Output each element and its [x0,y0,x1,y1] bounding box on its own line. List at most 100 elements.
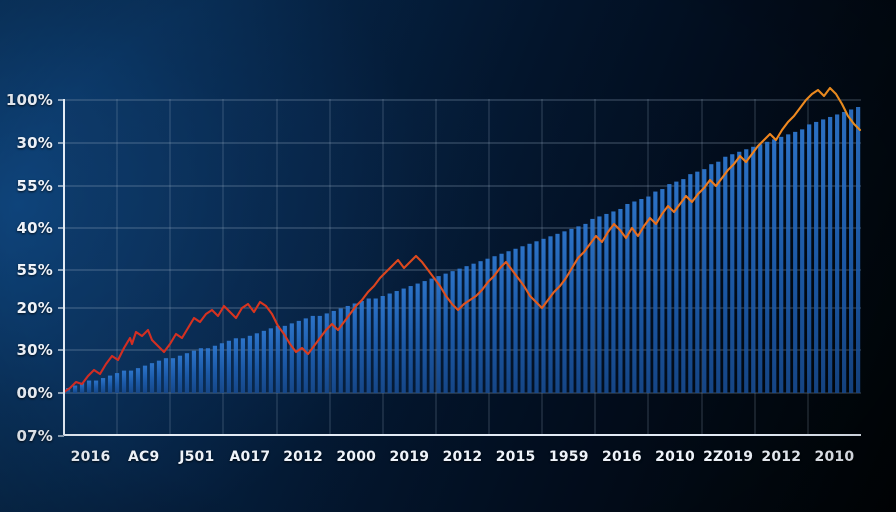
bar [429,278,434,393]
bar [646,196,651,393]
bar [415,283,420,393]
x-axis-tick-label: 2010 [814,449,855,465]
bar [352,303,357,393]
bar [499,253,504,393]
bar [219,343,225,393]
bar [72,385,78,393]
bar [821,119,826,394]
bar [170,358,176,393]
bar [520,246,525,393]
bar [212,345,218,393]
bar [142,365,148,393]
bar [527,243,532,393]
bar [338,308,343,393]
bar [590,218,595,393]
gridlines [64,99,861,435]
bar [576,226,581,393]
bar [408,286,413,393]
bar [681,179,686,393]
bar [275,325,280,393]
bar [723,156,728,393]
bar [737,151,742,393]
bar [534,241,539,393]
bar [814,121,819,394]
bar [688,174,693,393]
bar [842,111,847,393]
bar [422,281,427,393]
bar [156,360,162,393]
bar [506,251,511,393]
bar [296,320,301,393]
axis-lines [63,99,861,436]
bar [401,288,406,393]
y-axis-tick-label: 00% [16,384,53,402]
bar [310,315,315,393]
bar [128,370,134,393]
bar [765,141,770,393]
bar [856,107,861,393]
bar [604,213,609,393]
bar [233,338,238,393]
bar [800,129,805,393]
bar [464,266,469,393]
bar [730,154,735,393]
bar [786,134,791,394]
bar [86,380,92,393]
bar [807,124,812,393]
bar [303,318,308,393]
bar [394,291,399,393]
bar [751,146,756,393]
bar [268,328,273,393]
bar [562,231,567,393]
bar [107,375,113,393]
bar [541,238,546,393]
bar [618,208,623,393]
bar [135,368,141,393]
bar [191,350,197,393]
bar [450,271,455,393]
bar [597,216,602,393]
bar [324,313,329,393]
bar [702,169,707,393]
bar [226,340,231,393]
bar [387,293,392,393]
y-axis-tick-label: 30% [16,341,53,359]
bar [758,144,763,393]
bar [674,181,679,393]
bar [569,228,574,393]
bar [835,114,840,394]
bar [793,131,798,393]
y-axis-tick-label: 07% [16,427,53,445]
bar [436,276,441,393]
bar [513,248,518,393]
bar [478,261,483,393]
y-axis-tick-label: 55% [16,177,53,195]
bar [100,378,106,393]
bar [184,353,190,393]
bar [114,373,120,393]
bar [779,136,784,393]
bar [373,298,378,393]
y-axis-tick-label: 55% [16,261,53,279]
bar [695,171,700,393]
bar [660,189,665,393]
bar [828,116,833,393]
bar [457,268,462,393]
bar [744,149,749,393]
bar [261,330,266,393]
bar [485,258,490,393]
bar [93,380,99,393]
bar [380,296,385,393]
y-axis-tick-label: 20% [16,299,53,317]
bar [716,161,721,393]
bar [709,164,714,393]
y-axis-tick-label: 100% [5,91,53,109]
bar [548,236,553,393]
y-axis-tick-label: 40% [16,219,53,237]
bar [163,358,169,393]
bar [289,323,294,393]
bar [366,298,371,393]
